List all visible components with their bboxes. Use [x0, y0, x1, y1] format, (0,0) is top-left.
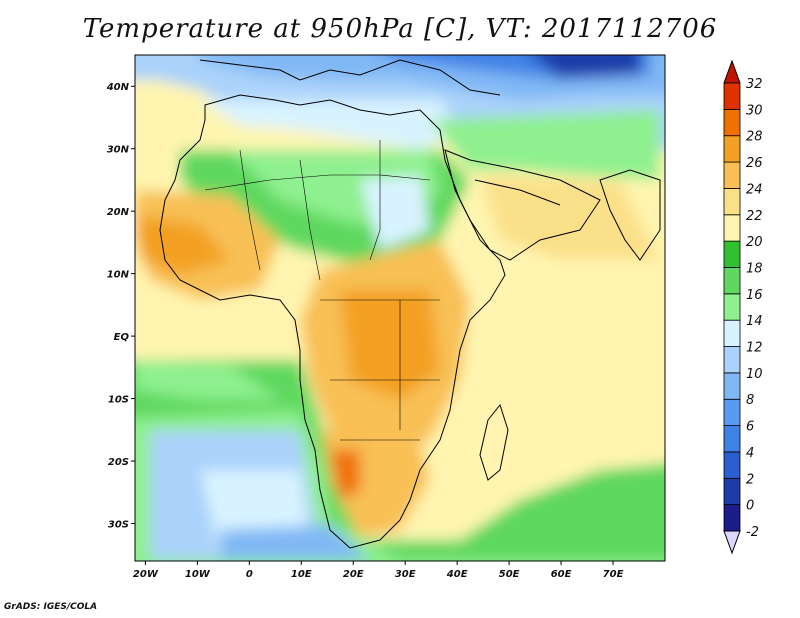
colorbar-swatch — [723, 188, 741, 216]
colorbar-label: 4 — [746, 446, 754, 461]
lon-tick-label: 0 — [246, 569, 253, 580]
lon-tick-label: 70E — [603, 569, 624, 580]
country-borders — [204, 140, 440, 441]
grads-credit: GrADS: IGES/COLA — [4, 602, 98, 612]
colorbar-label: 22 — [746, 209, 763, 224]
colorbar-label: 0 — [746, 499, 754, 514]
colorbar-swatch — [723, 477, 741, 506]
map-frame — [134, 54, 666, 562]
latitude-axis: 40N 30N 20N 10N EQ 10S 20S 30S — [106, 82, 135, 531]
colorbar-swatch — [723, 161, 741, 189]
colorbar-label: 6 — [746, 420, 754, 435]
lat-tick-label: EQ — [114, 332, 130, 343]
colorbar-label: 26 — [746, 156, 763, 171]
lat-tick-label: 40N — [106, 82, 130, 93]
colorbar-swatch — [723, 293, 741, 321]
lon-tick-label: 10E — [291, 569, 312, 580]
lat-tick-label: 10N — [107, 270, 130, 281]
longitude-axis: 20W 10W 0 10E 20E 30E 40E 50E 60E 70E — [133, 561, 624, 580]
colorbar-label: 8 — [746, 393, 754, 408]
lon-tick-label: 50E — [499, 569, 520, 580]
lon-tick-label: 10W — [185, 569, 211, 580]
colorbar-swatch — [723, 346, 741, 374]
colorbar-label: 32 — [746, 77, 763, 92]
lat-tick-label: 20N — [107, 207, 130, 218]
colorbar-label: 28 — [746, 130, 763, 145]
colorbar-label: 18 — [746, 261, 763, 276]
lat-tick-label: 20S — [108, 457, 129, 468]
colorbar-swatch — [723, 504, 741, 532]
colorbar-swatch — [723, 108, 741, 137]
lon-tick-label: 20W — [133, 569, 159, 580]
colorbar-label: 10 — [746, 367, 763, 382]
colorbar-swatch — [723, 214, 741, 242]
coastline — [159, 59, 661, 549]
colorbar-swatch — [723, 398, 741, 426]
colorbar-label: -2 — [746, 525, 759, 540]
colorbar-swatch — [723, 451, 741, 479]
colorbar-label: 14 — [746, 314, 763, 329]
lat-tick-label: 10S — [108, 395, 129, 406]
colorbar-label: 20 — [746, 235, 763, 250]
colorbar-label: 30 — [746, 103, 763, 118]
colorbar-max-arrow — [723, 59, 741, 84]
colorbar-label: 24 — [746, 182, 763, 197]
colorbar-swatch — [723, 240, 741, 268]
colorbar-swatch — [723, 82, 741, 110]
colorbar-swatch — [723, 135, 741, 163]
colorbar-label: 16 — [746, 288, 763, 303]
colorbar-swatch — [723, 372, 741, 400]
lat-tick-label: 30S — [108, 520, 129, 531]
chart-title: Temperature at 950hPa [C], VT: 201711270… — [82, 14, 718, 44]
temperature-field — [135, 55, 665, 561]
colorbar-min-arrow — [723, 530, 741, 555]
colorbar-label: 2 — [746, 472, 754, 487]
colorbar-swatch — [723, 425, 741, 453]
colorbar-label: 12 — [746, 341, 763, 356]
lon-tick-label: 60E — [551, 569, 572, 580]
lat-tick-label: 30N — [107, 145, 130, 156]
lon-tick-label: 40E — [446, 569, 468, 580]
lon-tick-label: 20E — [343, 569, 364, 580]
colorbar-swatch — [723, 319, 741, 347]
colorbar-swatch — [723, 267, 741, 295]
lon-tick-label: 30E — [395, 569, 416, 580]
